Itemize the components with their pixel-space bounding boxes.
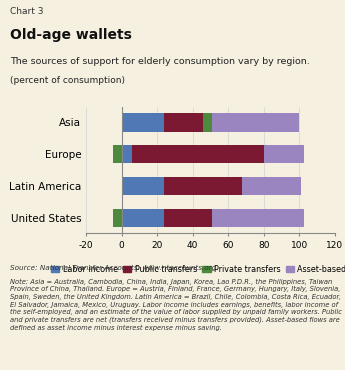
Bar (113, 209, 122, 228)
Bar (113, 145, 122, 164)
Text: Note: Asia = Australia, Cambodia, China, India, Japan, Korea, Lao P.D.R., the Ph: Note: Asia = Australia, Cambodia, China,… (10, 279, 342, 331)
Bar (132, 145, 264, 164)
Bar (164, 177, 243, 195)
Bar (122, 209, 164, 228)
Text: Chart 3: Chart 3 (10, 7, 44, 16)
Bar (243, 177, 301, 195)
Bar (212, 113, 299, 132)
Text: Old-age wallets: Old-age wallets (10, 28, 132, 42)
Bar (122, 177, 164, 195)
Bar (164, 113, 203, 132)
Bar (203, 113, 212, 132)
Bar (164, 209, 212, 228)
Text: (percent of consumption): (percent of consumption) (10, 76, 125, 85)
Text: Source: National Transfer Accounts: www.ntaccounts.org.: Source: National Transfer Accounts: www.… (10, 265, 219, 271)
Legend: Labor income, Public transfers, Private transfers, Asset-based flows: Labor income, Public transfers, Private … (51, 265, 345, 274)
Bar (264, 145, 305, 164)
Bar (212, 209, 305, 228)
Bar (122, 145, 132, 164)
Text: The sources of support for elderly consumption vary by region.: The sources of support for elderly consu… (10, 57, 310, 66)
Bar (122, 113, 164, 132)
